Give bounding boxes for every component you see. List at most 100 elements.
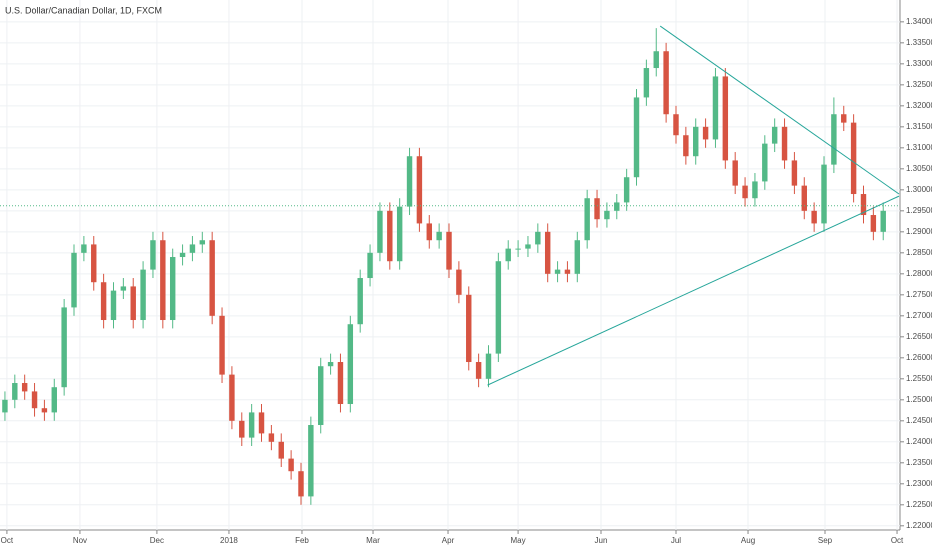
candle-body — [505, 248, 511, 262]
candle-body — [841, 114, 847, 123]
candle-body — [229, 374, 235, 421]
x-tick-label: 2018 — [220, 536, 238, 545]
y-tick-label: 1.31000 — [906, 143, 932, 152]
y-tick-label: 1.22000 — [906, 521, 932, 530]
candle-body — [742, 185, 748, 199]
candle-body — [643, 68, 650, 98]
candle-body — [12, 383, 18, 400]
candle-body — [821, 164, 827, 224]
y-tick-label: 1.32500 — [906, 80, 932, 89]
candle-body — [120, 286, 127, 291]
candle-body — [880, 210, 886, 232]
candle-body — [495, 261, 502, 354]
candle-body — [623, 177, 630, 203]
candle-body — [416, 156, 423, 224]
candle-body — [318, 366, 324, 426]
x-tick-label: Oct — [1, 536, 14, 545]
candle-body — [752, 181, 758, 199]
candle-body — [604, 210, 610, 220]
candle-body — [673, 114, 679, 136]
x-tick-label: Apr — [442, 536, 455, 545]
x-tick-label: Mar — [366, 536, 380, 545]
x-tick-label: Oct — [891, 536, 904, 545]
y-tick-label: 1.28500 — [906, 248, 932, 257]
candle-body — [387, 210, 393, 262]
candle-body — [762, 143, 768, 182]
y-tick-label: 1.29500 — [906, 206, 932, 215]
candle-body — [712, 76, 719, 140]
x-tick-label: Aug — [741, 536, 755, 545]
candle-body — [456, 269, 462, 295]
candle-body — [594, 198, 600, 220]
candle-body — [653, 51, 659, 69]
trendline — [659, 25, 900, 195]
y-tick-label: 1.27000 — [906, 311, 932, 320]
candle-body — [396, 206, 403, 262]
candle-body — [199, 240, 206, 245]
candle-body — [160, 240, 166, 321]
candle-body — [683, 135, 689, 157]
candle-body — [31, 391, 38, 409]
candle-body — [209, 240, 215, 316]
candle-body — [801, 185, 807, 211]
x-tick-label: Feb — [295, 536, 309, 545]
candle-body — [544, 231, 551, 274]
candle-body — [169, 257, 176, 321]
y-tick-label: 1.31500 — [906, 122, 932, 131]
candle-body — [110, 290, 117, 321]
candle-body — [722, 76, 729, 161]
y-tick-label: 1.24500 — [906, 416, 932, 425]
candle-body — [554, 269, 561, 274]
y-tick-label: 1.22500 — [906, 500, 932, 509]
y-tick-label: 1.30000 — [906, 185, 932, 194]
candle-body — [268, 433, 275, 442]
candle-body — [298, 471, 304, 497]
y-tick-label: 1.23500 — [906, 458, 932, 467]
y-tick-label: 1.26500 — [906, 332, 932, 341]
x-tick-label: Jul — [671, 536, 681, 545]
candle-body — [466, 294, 472, 363]
candle-body — [189, 244, 196, 253]
candle-body — [288, 458, 294, 472]
candle-body — [633, 97, 640, 178]
candle-body — [179, 252, 186, 258]
candle-body — [732, 160, 738, 186]
candle-body — [2, 399, 8, 413]
candle-body — [436, 231, 442, 241]
candle-body — [702, 126, 709, 140]
candle-body — [100, 282, 107, 321]
candle-body — [614, 202, 620, 211]
candle-body — [426, 223, 432, 241]
candle-body — [51, 387, 57, 413]
candle-body — [663, 51, 669, 115]
y-tick-label: 1.34000 — [906, 17, 932, 26]
candle-body — [258, 412, 265, 434]
candle-body — [327, 362, 334, 367]
candle-body — [21, 383, 28, 392]
candle-body — [515, 248, 521, 250]
candle-body — [239, 420, 245, 438]
candle-body — [693, 126, 699, 157]
candle-body — [535, 231, 541, 245]
candle-body — [357, 278, 363, 325]
candle-body — [150, 240, 156, 270]
candle-body — [446, 231, 452, 270]
x-tick-label: Nov — [73, 536, 87, 545]
candle-body — [308, 425, 314, 497]
y-tick-label: 1.25000 — [906, 395, 932, 404]
candle-body — [81, 244, 87, 253]
candle-body — [337, 362, 344, 405]
y-tick-label: 1.32000 — [906, 101, 932, 110]
candle-body — [248, 412, 255, 438]
y-tick-label: 1.33000 — [906, 59, 932, 68]
candle-body — [831, 114, 837, 165]
candle-body — [347, 324, 354, 405]
y-tick-label: 1.27500 — [906, 290, 932, 299]
x-tick-label: Sep — [818, 536, 833, 545]
candle-body — [278, 441, 284, 459]
y-tick-label: 1.24000 — [906, 437, 932, 446]
candle-body — [860, 194, 867, 216]
trendline — [487, 195, 900, 386]
y-tick-label: 1.29000 — [906, 227, 932, 236]
